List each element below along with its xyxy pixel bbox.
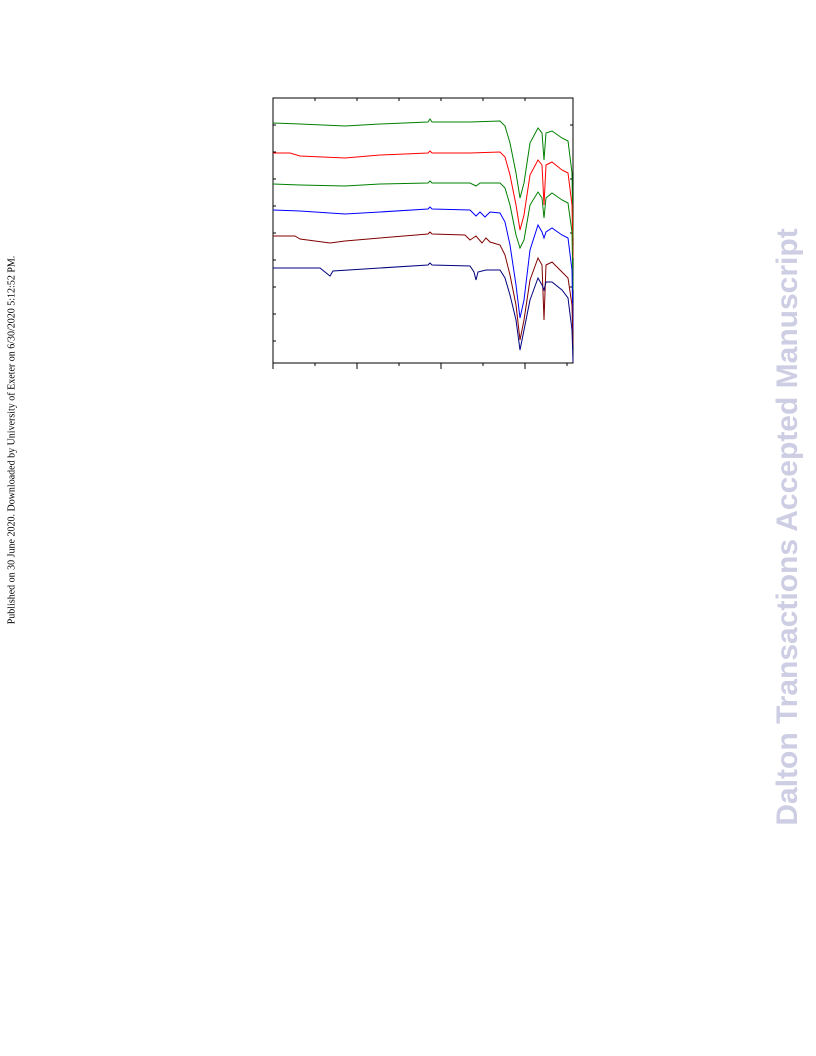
spectrum xyxy=(273,231,574,346)
spectrum xyxy=(272,180,574,291)
spectrum xyxy=(273,262,574,363)
plot-frame xyxy=(272,97,574,364)
spectrum xyxy=(272,206,574,331)
spectrum xyxy=(273,150,574,259)
frame-ticks xyxy=(272,98,573,369)
spectrum xyxy=(272,118,574,239)
